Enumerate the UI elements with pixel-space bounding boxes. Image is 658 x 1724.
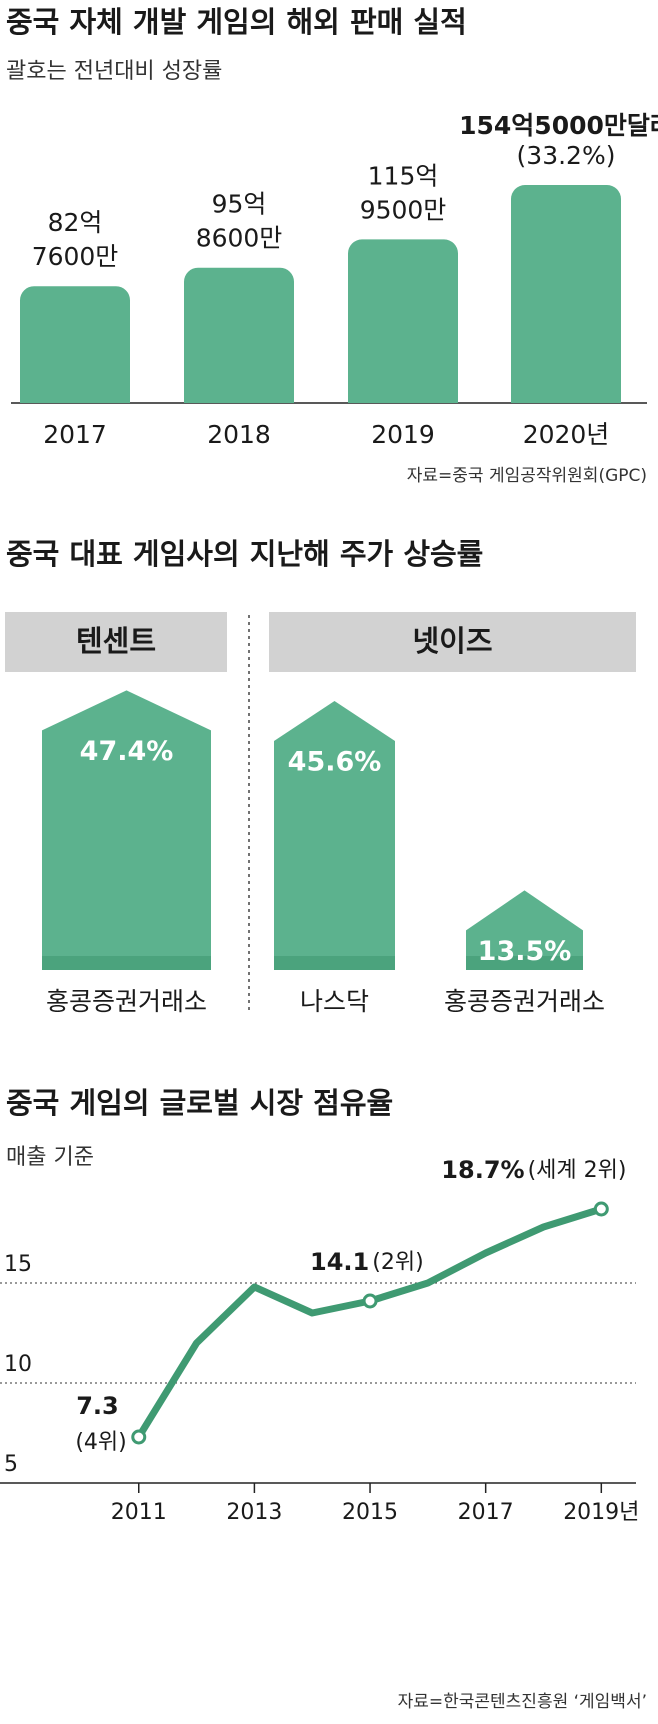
bar-foot — [20, 389, 130, 403]
value-label: 82억 — [48, 208, 103, 237]
y-tick-label: 10 — [4, 1352, 32, 1377]
value-label: 45.6% — [288, 746, 382, 777]
chart-title: 중국 게임의 글로벌 시장 점유율 — [6, 1086, 393, 1120]
group-header — [5, 612, 227, 672]
annotation: 18.7% (세계 2위) — [441, 1156, 626, 1184]
x-tick-label: 2020년 — [523, 420, 610, 449]
marker — [131, 1429, 147, 1445]
annotation: 14.1 (2위) — [310, 1248, 424, 1276]
value-label: 18.7% — [441, 1156, 524, 1184]
group-name: 텐센트 — [76, 624, 156, 658]
x-tick-label: 2015 — [342, 1500, 398, 1525]
marker — [362, 1293, 378, 1309]
source: 자료=중국 게임공작위원회(GPC) — [407, 466, 647, 486]
bar-foot — [348, 389, 458, 403]
bar — [466, 890, 583, 970]
x-tick-label: 2019 — [371, 420, 435, 449]
y-tick-label: 5 — [4, 1452, 18, 1477]
category-label: 홍콩증권거래소 — [46, 987, 207, 1016]
value-label: 9500만 — [360, 195, 447, 224]
value-label: 13.5% — [478, 936, 572, 967]
marker — [593, 1201, 609, 1217]
rank-label: (4위) — [75, 1430, 126, 1455]
x-tick-label: 2011 — [111, 1500, 167, 1525]
bar-shade — [466, 956, 583, 970]
x-tick-label: 2017 — [43, 420, 107, 449]
bar-foot — [511, 389, 621, 403]
growth-label: (33.2%) — [517, 141, 616, 170]
bar — [348, 239, 458, 403]
bar-shade — [42, 956, 211, 970]
value-label: 14.1 — [310, 1248, 369, 1276]
line — [135, 1205, 603, 1439]
value-label: 8600만 — [196, 224, 283, 253]
bar — [184, 267, 294, 403]
value-label: 154억5000만달러 — [459, 111, 658, 140]
y-tick-label: 15 — [4, 1252, 32, 1277]
value-label: 47.4% — [80, 736, 174, 767]
group-header — [269, 612, 636, 672]
chart-title: 중국 대표 게임사의 지난해 주가 상승률 — [6, 537, 483, 571]
bar — [511, 185, 621, 403]
x-tick-label: 2013 — [226, 1500, 282, 1525]
source: 자료=한국콘텐츠진흥원 ‘게임백서’ — [398, 1692, 647, 1712]
value-label: 7600만 — [32, 242, 119, 271]
rank-label: (세계 2위) — [528, 1158, 627, 1183]
value-label: 95억 — [212, 190, 267, 219]
category-label: 나스닥 — [300, 987, 369, 1016]
bar — [20, 286, 130, 403]
chart-subtitle: 괄호는 전년대비 성장률 — [6, 59, 222, 84]
bar — [274, 700, 395, 970]
value-label: 115억 — [368, 161, 439, 190]
chart-subtitle: 매출 기준 — [6, 1145, 94, 1170]
value-label: 7.3 — [76, 1392, 119, 1420]
x-tick-label: 2018 — [207, 420, 271, 449]
x-tick-label: 2017 — [458, 1500, 514, 1525]
bar-shade — [274, 956, 395, 970]
rank-label: (2위) — [372, 1250, 423, 1275]
category-label: 홍콩증권거래소 — [444, 987, 605, 1016]
chart-title: 중국 자체 개발 게임의 해외 판매 실적 — [6, 5, 467, 39]
x-tick-label: 2019년 — [563, 1500, 639, 1525]
bar — [42, 690, 211, 970]
bar-foot — [184, 389, 294, 403]
group-name: 넷이즈 — [412, 624, 492, 658]
